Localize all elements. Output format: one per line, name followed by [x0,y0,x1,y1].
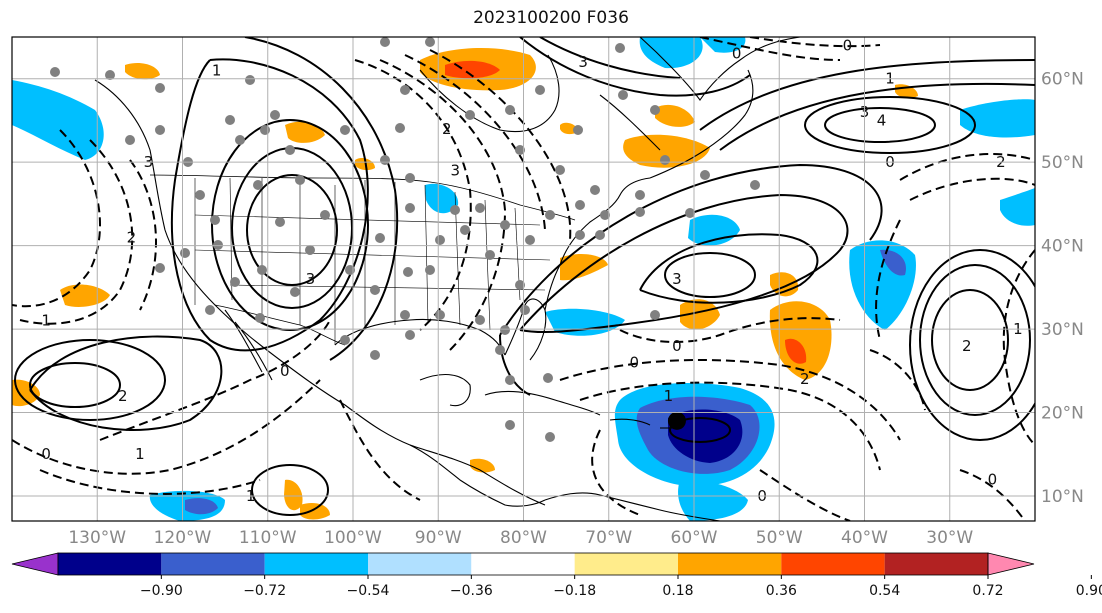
colorbar-tick-label: 0.36 [766,583,797,599]
contour-label: 2 [962,337,972,355]
contour-label: 0 [988,470,998,488]
cuba [484,390,601,416]
longitude-tick-label: 100°W [324,528,382,548]
colorbar-max-extend [987,552,1035,576]
colorbar-tick-label: −0.72 [243,583,286,599]
contour-label: 3 [451,162,461,180]
contour-label: 1 [664,387,674,405]
colorbar-segment [471,553,575,575]
contour-label: 0 [672,337,682,355]
florida [504,298,547,361]
colorbar-tick-label: −0.36 [450,583,493,599]
contour-label: 1 [135,445,145,463]
colorbar-tick-label: −0.18 [553,583,596,599]
colorbar-segment [884,553,988,575]
longitude-tick-label: 110°W [239,528,297,548]
contour-label: 0 [630,353,640,371]
contour-label: 2 [127,228,137,246]
longitude-tick-label: 130°W [68,528,126,548]
contour-label: 3 [306,270,316,288]
latitude-tick-label: 60°N [1041,70,1084,90]
south-america-north [544,492,721,521]
contour-label: 2 [118,387,128,405]
observation-dots [50,37,760,442]
latitude-tick-label: 20°N [1041,404,1084,424]
greenland [639,37,801,101]
map-frame [11,36,1036,522]
colorbar-segment [161,553,265,575]
colorbar: −0.90 −0.72 −0.54 −0.36 −0.18 0.18 0.36 0.54 0.7… [11,552,1102,599]
contour-label: 2 [800,370,810,388]
latitude-tick-label: 10°N [1041,487,1084,507]
longitude-tick-label: 90°W [415,528,462,548]
latitude-tick-label: 40°N [1041,237,1084,257]
storm-center-marker [667,411,686,430]
colorbar-tick-label: −0.54 [347,583,390,599]
colorbar-tick-label: 0.90 [1076,583,1102,599]
longitude-tick-label: 40°W [841,528,888,548]
colorbar-segment [781,553,885,575]
contour-label: 2 [442,120,452,138]
contour-label: 0 [41,445,51,463]
hispaniola [609,418,651,426]
positive-anomaly-core [445,60,500,79]
dashed-contours [12,37,1035,521]
canada-east [649,69,754,179]
latitude-labels: 60°N 50°N 40°N 30°N 20°N 10°N [1041,70,1084,507]
colorbar-segment [264,553,368,575]
longitude-tick-label: 80°W [500,528,547,548]
map-title: 2023100200 F036 [473,8,629,28]
north-america-west-coast [94,79,546,506]
lat-lon-grid [12,37,1035,521]
longitude-tick-label: 50°W [756,528,803,548]
contour-label: 3 [672,270,682,288]
contour-label: 3 [578,53,588,71]
colorbar-segment [58,553,162,575]
labrador [599,94,661,151]
longitude-tick-label: 30°W [926,528,973,548]
positive-anomaly-region [769,301,832,380]
latitude-tick-label: 50°N [1041,153,1084,173]
latitude-tick-label: 30°N [1041,320,1084,340]
colorbar-segment [368,553,472,575]
contour-ring [246,174,338,286]
shading-layer [12,37,1035,521]
longitude-tick-label: 120°W [154,528,212,548]
colorbar-frame [57,552,989,576]
east-coast [544,177,651,311]
contour-label: 1 [41,312,51,330]
colorbar-tick-label: 0.18 [662,583,693,599]
longitude-tick-label: 60°W [671,528,718,548]
colorbar-min-extend [11,552,59,576]
central-america [409,444,546,507]
yucatan [419,374,471,407]
contour-label: 0 [280,362,290,380]
contour-label: 0 [732,45,742,63]
colorbar-tick-label: −0.90 [140,583,183,599]
contour-label: 1 [212,61,222,79]
colorbar-tick-label: 0.72 [972,583,1003,599]
longitude-labels: 130°W 120°W 110°W 100°W 90°W 80°W 70°W 60°W 50°W… [68,528,973,548]
colorbar-segment [574,553,678,575]
colorbar-segment [678,553,782,575]
colorbar-tick-label: 0.54 [869,583,900,599]
contour-label: 4 [877,111,887,129]
contour-label: 0 [843,36,853,54]
longitude-tick-label: 70°W [585,528,632,548]
